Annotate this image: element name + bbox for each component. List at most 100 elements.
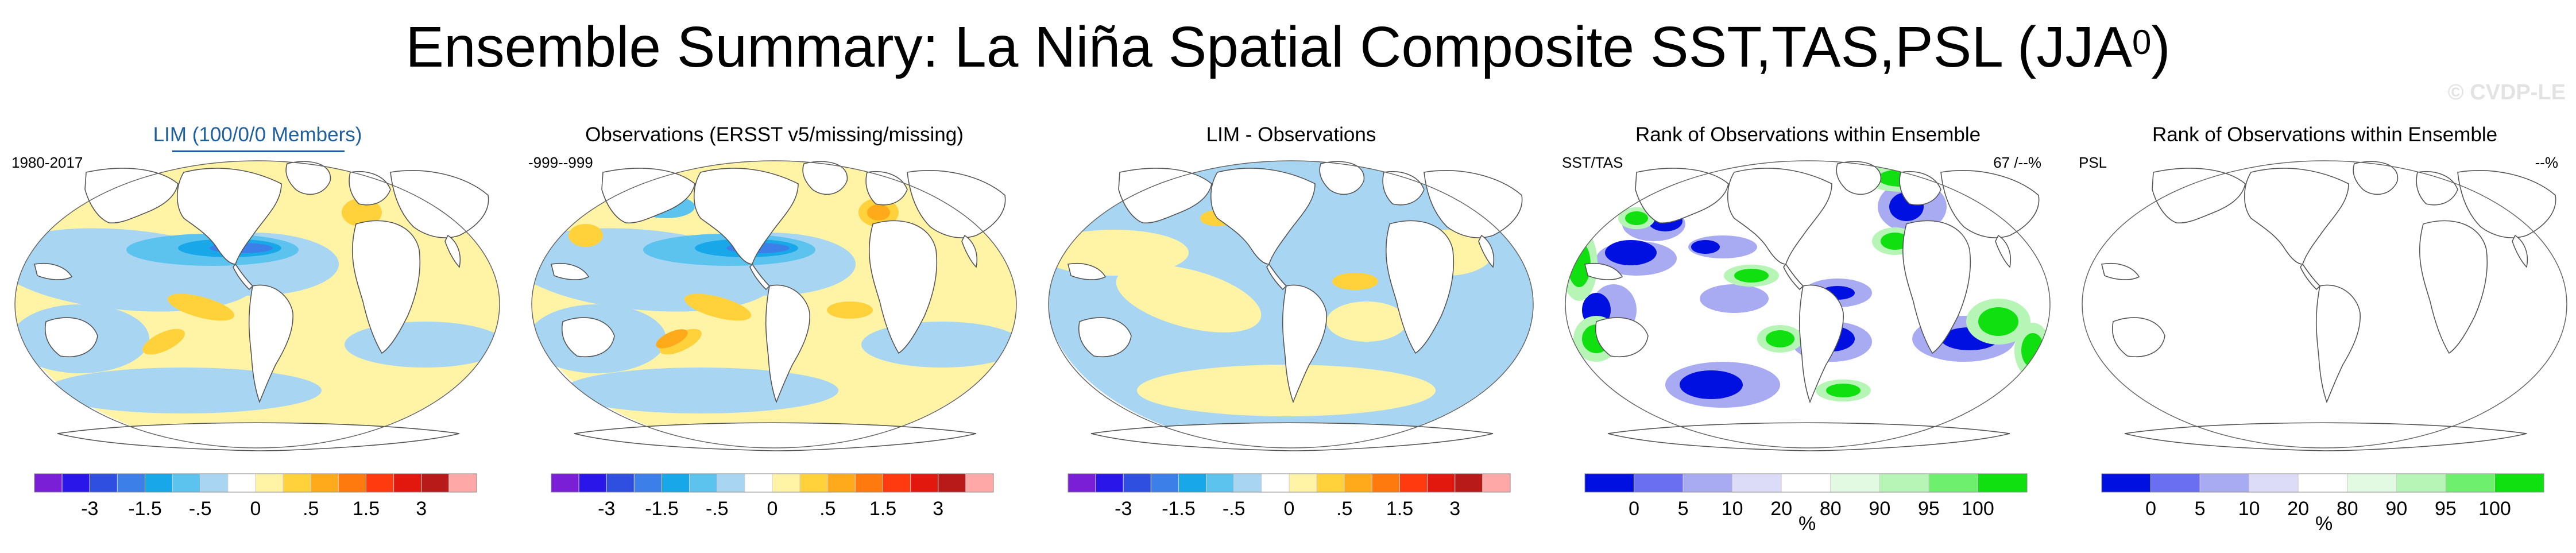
panel-difference: LIM - Observations -3 -1.5 -.5 0 .5 1.5 3 — [1034, 0, 1549, 553]
europe — [1382, 171, 1425, 206]
colorbar-cell — [1682, 473, 1733, 493]
colorbar-cell — [1095, 473, 1124, 493]
colorbar-cell — [744, 473, 773, 493]
colorbar-tick-label: 5 — [1678, 498, 1689, 520]
anomaly-region — [827, 301, 873, 319]
colorbar-tick-label: 0 — [1284, 498, 1295, 520]
colorbar-cell — [61, 473, 90, 493]
colorbar-cell — [1206, 473, 1235, 493]
map-border — [1565, 160, 2051, 448]
colorbar-frame — [2101, 473, 2544, 493]
india — [444, 234, 461, 268]
colorbar-cell — [1233, 473, 1262, 493]
north-america — [693, 168, 799, 265]
map-border — [14, 160, 500, 448]
variable-label: PSL — [2079, 154, 2107, 171]
europe — [2416, 171, 2458, 206]
panel-title[interactable]: LIM (100/0/0 Members) — [153, 123, 362, 146]
colorbar-cell — [1928, 473, 1978, 493]
anomaly-region — [1826, 384, 1861, 397]
colorbar-tick-label: -3 — [1115, 498, 1132, 520]
asia-east — [601, 168, 695, 224]
africa — [351, 220, 421, 354]
figure-title: Ensemble Summary: La Niña Spatial Compos… — [405, 15, 2171, 79]
colorbar-cell — [1732, 473, 1782, 493]
anomaly-region — [1332, 273, 1378, 290]
colorbar-cell — [2396, 473, 2446, 493]
colorbar-cell — [1977, 473, 2028, 493]
south-america — [1282, 284, 1327, 404]
continents — [1067, 161, 1523, 451]
greenland — [285, 161, 331, 195]
colorbar-cell — [910, 473, 939, 493]
colorbar-unit: % — [1798, 513, 1816, 535]
colorbar-tick-label: 10 — [2238, 498, 2260, 520]
continents — [551, 161, 1006, 451]
colorbar-tick-label: 80 — [1820, 498, 1842, 520]
map-lim — [14, 160, 500, 451]
australia — [562, 317, 615, 357]
colorbar-cell — [255, 473, 284, 493]
north-america — [1727, 168, 1832, 265]
colorbar-cell — [1830, 473, 1880, 493]
africa — [1385, 220, 1455, 354]
australia — [45, 317, 98, 357]
rank-percent-label: --% — [2535, 154, 2558, 171]
africa — [868, 220, 938, 354]
colorbar-tick-label: 100 — [2478, 498, 2511, 520]
anomaly-region — [1116, 265, 1262, 332]
colorbar-tick-label: 20 — [2287, 498, 2309, 520]
colorbar-cell — [89, 473, 118, 493]
maritime-continent — [1584, 263, 1623, 280]
anomaly-region — [1766, 330, 1794, 347]
greenland — [2353, 161, 2399, 195]
colorbar-cell — [2494, 473, 2544, 493]
north-america — [176, 168, 282, 265]
colorbar-tick-label: 0 — [2145, 498, 2156, 520]
colorbar-tick-label: -3 — [81, 498, 98, 520]
colorbar-cell — [1482, 473, 1511, 493]
colorbar-cell — [633, 473, 662, 493]
panel-title: LIM - Observations — [1206, 123, 1376, 146]
map-border — [531, 160, 1017, 448]
colorbar-cell — [689, 473, 718, 493]
greenland — [1319, 161, 1365, 195]
colorbar-tick-label: 3 — [416, 498, 427, 520]
greenland — [802, 161, 848, 195]
anomaly-region — [1881, 233, 1909, 250]
colorbar-cell — [1289, 473, 1317, 493]
colorbar-cell — [717, 473, 745, 493]
maritime-continent — [551, 263, 590, 280]
map-observations — [531, 160, 1017, 451]
colorbar-cell — [2101, 473, 2152, 493]
colorbar-cell — [366, 473, 394, 493]
south-america — [765, 284, 810, 404]
colorbar-frame — [1584, 473, 2028, 493]
colorbar-tick-label: -.5 — [1223, 498, 1246, 520]
title-superscript: 0 — [2132, 23, 2152, 61]
colorbar-cell — [2347, 473, 2397, 493]
anomaly-region — [46, 368, 322, 413]
colorbar-cell — [421, 473, 450, 493]
colorbar-tick-label: 3 — [933, 498, 943, 520]
anomaly-region — [563, 368, 838, 413]
south-america — [1798, 284, 1844, 404]
asia-west — [1424, 170, 1523, 238]
asia-east — [1118, 168, 1212, 224]
colorbar-cell — [1455, 473, 1483, 493]
colorbar-cell — [1584, 473, 1635, 493]
greenland — [1836, 161, 1882, 195]
anomaly-region — [1625, 211, 1648, 225]
panel-rank-psl: Rank of Observations within Ensemble PSL… — [2067, 0, 2576, 553]
asia-west — [1940, 170, 2040, 238]
colorbar-tick-label: 80 — [2337, 498, 2358, 520]
colorbar-tick-label: 0 — [250, 498, 261, 520]
colorbar-tick-label: -.5 — [189, 498, 212, 520]
asia-east — [2152, 168, 2246, 224]
map-rank-psl — [2082, 160, 2567, 451]
panel-lim: LIM (100/0/0 Members) 1980-2017 -3 -1.5 -.… — [0, 0, 515, 553]
colorbar-tick-label: 90 — [2385, 498, 2407, 520]
anomaly-region — [1734, 269, 1769, 283]
colorbar-cell — [393, 473, 422, 493]
colorbar-cell — [827, 473, 856, 493]
